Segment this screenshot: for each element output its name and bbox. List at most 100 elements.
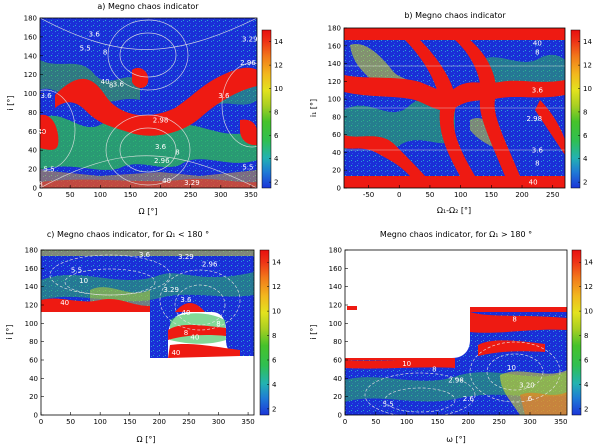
- panel-a-x-tick-label: 350: [244, 191, 257, 199]
- panel-b-x-tick-label: 250: [546, 191, 559, 199]
- panel-c-x-label: Ω [°]: [137, 435, 156, 444]
- panel-c-contour-label: 3.6: [180, 296, 192, 304]
- panel-b-y-tick-label: 160: [328, 42, 341, 50]
- panel-a-contour-label: 5.5: [80, 45, 91, 53]
- panel-d-y-tick-label: 80: [333, 338, 342, 346]
- panel-c-frame: [40, 249, 255, 416]
- panel-c-colorbar-ticks: 2 4 6 8 10 12 14: [267, 259, 281, 413]
- panel-c-contour-label: 40: [190, 334, 199, 342]
- panel-a-y-tick-label: 160: [24, 33, 37, 41]
- panel-c-y-tick-label: 180: [25, 247, 38, 255]
- panel-a-x-tick-label: 300: [214, 191, 227, 199]
- panel-c-contour-label: 3.29: [163, 286, 179, 294]
- panel-d-x-tick-label: 100: [400, 418, 413, 426]
- panel-c-y-tick-label: 140: [25, 283, 38, 291]
- panel-b-contour-label: 40: [529, 178, 538, 186]
- panel-c-contour-label: 40: [60, 299, 69, 307]
- panel-c-x-tick-label: 350: [241, 418, 254, 426]
- panel-b-contour-label: 3.6: [532, 146, 544, 154]
- panel-c-contour-label: 40: [171, 349, 180, 357]
- panel-b-colorbar-tick-label: 8: [583, 108, 587, 116]
- panel-c-y-tick-label: 60: [29, 357, 38, 365]
- panel-c-y-tick-label: 80: [29, 338, 38, 346]
- panel-c-contour-label: 8: [184, 329, 188, 337]
- panel-b-y-tick-label: 20: [332, 167, 341, 175]
- panel-d-y-tick-label: 40: [333, 375, 342, 383]
- panel-b-y-tick-label: 40: [332, 149, 341, 157]
- panel-a-y-tick-label: 40: [28, 147, 37, 155]
- panel-d-x-label: ω [°]: [446, 435, 465, 444]
- panel-a-contour-label: 5.5: [242, 164, 253, 172]
- panel-b-colorbar-tick-label: 10: [583, 85, 592, 93]
- panel-b-title: b) Megno chaos indicator: [404, 11, 506, 20]
- panel-c-x-tick-label: 50: [66, 418, 75, 426]
- panel-a-contour-label: 2.98: [153, 117, 169, 125]
- panel-d-x-tick-label: 50: [371, 418, 380, 426]
- panel-d-x-tick-label: 300: [523, 418, 536, 426]
- panel-b: b) Megno chaos indicator 4083.62.983.684…: [309, 11, 592, 215]
- panel-b-y-tick-label: 100: [328, 96, 341, 104]
- panel-b-colorbar-tick-label: 14: [583, 38, 592, 46]
- panel-d-contour-labels: 8 10 8 10 2.98 3.20 5.5 2.6 6: [383, 315, 535, 408]
- panel-c-y-tick-label: 160: [25, 265, 38, 273]
- panel-c-y-ticks: 0 20 40 60 80 100 120 140 160 180: [25, 247, 44, 420]
- panel-d-contour-label: 8: [432, 366, 436, 374]
- panel-b-contour-label: 8: [535, 160, 539, 168]
- panel-c-x-tick-label: 100: [93, 418, 106, 426]
- panel-a-colorbar-tick-label: 12: [274, 62, 283, 70]
- panel-a-x-ticks: 0 50 100 150 200 250 300 350: [38, 185, 258, 199]
- panel-a-y-tick-label: 80: [28, 109, 37, 117]
- panel-c-colorbar: [259, 249, 270, 416]
- panel-d-y-tick-label: 100: [329, 320, 342, 328]
- panel-d-x-tick-label: 350: [554, 418, 567, 426]
- panel-c-x-tick-label: 0: [39, 418, 43, 426]
- panel-a: a) Megno chaos indicator 3.65.5 83.292.96…: [6, 2, 283, 216]
- panel-d-colorbar: [571, 249, 582, 416]
- panel-a-x-tick-label: 250: [184, 191, 197, 199]
- panel-c-y-tick-label: 0: [34, 412, 38, 420]
- panel-b-x-ticks: -50 0 50 100 150 200 250: [363, 185, 559, 199]
- panel-b-y-ticks: 0 20 40 60 80 100 120 140 160 180: [328, 25, 347, 193]
- panel-a-contour-label: 3.6: [218, 92, 230, 100]
- panel-a-x-label: Ω [°]: [139, 207, 158, 216]
- panel-c-contour-label: 8: [216, 320, 220, 328]
- panel-a-y-tick-label: 20: [28, 166, 37, 174]
- panel-d-contour-label: 3.20: [519, 381, 535, 389]
- panel-b-x-label: Ω₁-Ω₂ [°]: [437, 206, 471, 215]
- panel-d-x-tick-label: 200: [462, 418, 475, 426]
- panel-a-y-tick-label: 60: [28, 128, 37, 136]
- panel-a-contour-label: 8: [175, 149, 179, 157]
- panel-a-x-tick-label: 100: [94, 191, 107, 199]
- panel-d-title: Megno chaos indicator, for Ω₁ > 180 °: [380, 230, 532, 239]
- panel-d-y-tick-label: 0: [338, 412, 342, 420]
- panel-a-contour-label: 3.29: [242, 35, 258, 43]
- panel-c-title: c) Megno chaos indicator, for Ω₁ < 180 °: [47, 230, 209, 239]
- panel-d-frame: [344, 249, 568, 416]
- panel-a-y-tick-label: 180: [24, 15, 37, 23]
- panel-b-x-tick-label: 100: [454, 191, 467, 199]
- panel-d-colorbar-tick-label: 12: [584, 283, 593, 291]
- panel-a-contour-label: 2.96: [240, 59, 256, 67]
- panel-c-contour-label: 3.6: [139, 251, 151, 259]
- panel-b-y-tick-label: 120: [328, 78, 341, 86]
- panel-d-colorbar-tick-label: 10: [584, 308, 593, 316]
- panel-b-contour-label: 40: [533, 40, 542, 48]
- panel-c-x-tick-label: 200: [153, 418, 166, 426]
- panel-d-contour-label: 2.6: [463, 395, 475, 403]
- panel-c-y-tick-label: 20: [29, 393, 38, 401]
- panel-a-colorbar-ticks: 2 4 6 8 10 12 14: [269, 38, 283, 187]
- panel-d-y-tick-label: 20: [333, 393, 342, 401]
- panel-b-y-label: i₁ [°]: [309, 99, 318, 117]
- panel-a-x-tick-label: 50: [66, 191, 75, 199]
- panel-c-contour-label: 3.29: [178, 253, 194, 261]
- panel-a-contour-label: 3.6: [89, 31, 101, 39]
- panel-a-y-tick-label: 140: [24, 52, 37, 60]
- panel-c-contour-label: 5.5: [71, 267, 82, 275]
- panel-d-x-tick-label: 250: [492, 418, 505, 426]
- panel-b-colorbar-tick-label: 2: [583, 179, 587, 187]
- panel-d: Megno chaos indicator, for Ω₁ > 180 ° 8 1…: [309, 230, 593, 444]
